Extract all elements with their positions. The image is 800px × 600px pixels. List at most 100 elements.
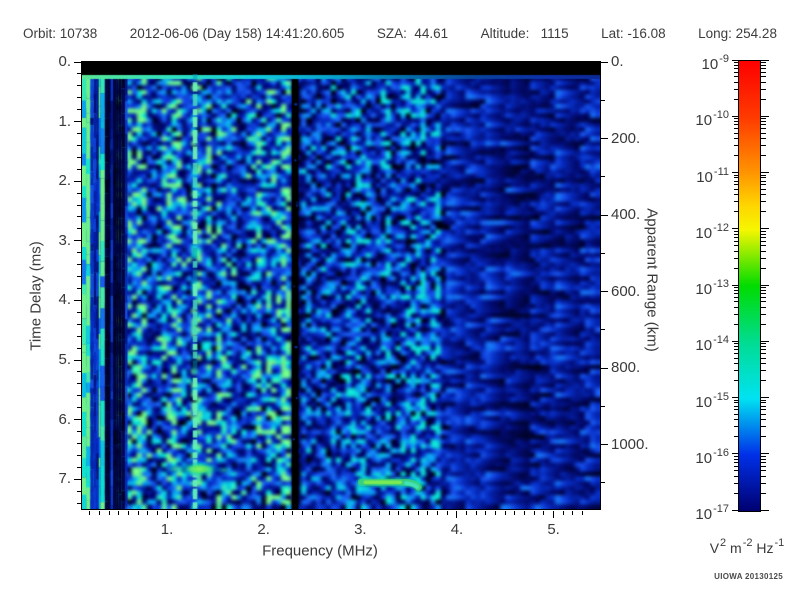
- axis-tick: [761, 340, 769, 342]
- axis-tick: [77, 97, 81, 99]
- axis-tick: [734, 230, 738, 232]
- axis-tick: [734, 118, 738, 120]
- y-axis-title-left: Time Delay (ms): [27, 241, 45, 351]
- axis-tick: [761, 172, 769, 173]
- axis-tick: [761, 240, 766, 242]
- axis-tick: [761, 194, 766, 196]
- header-info: Orbit: 10738 2012-06-06 (Day 158) 14:41:2…: [23, 26, 777, 41]
- colorbar: [738, 60, 761, 512]
- y-left-tick-label: 7.: [58, 470, 71, 488]
- axis-tick: [734, 194, 738, 196]
- axis-tick: [761, 71, 766, 73]
- axis-tick: [761, 132, 766, 134]
- axis-tick: [214, 511, 216, 515]
- axis-tick: [77, 156, 81, 158]
- axis-tick: [533, 511, 535, 515]
- axis-tick: [761, 155, 766, 157]
- y-right-tick-label: 400.: [611, 206, 641, 223]
- axis-tick: [761, 267, 766, 269]
- axis-tick: [732, 509, 738, 511]
- y-left-tick-label: 3.: [58, 231, 71, 249]
- axis-tick: [734, 409, 738, 411]
- axis-tick: [734, 482, 738, 484]
- axis-tick: [601, 444, 608, 445]
- axis-tick: [761, 296, 766, 298]
- axis-tick: [761, 184, 766, 186]
- y-axis-title-right: Apparent Range (km): [643, 208, 661, 352]
- axis-tick: [734, 349, 738, 351]
- axis-tick: [734, 426, 738, 428]
- colorbar-tick-label: 10-9: [701, 53, 729, 73]
- axis-tick: [282, 511, 284, 515]
- axis-tick: [734, 458, 738, 460]
- axis-tick: [427, 511, 429, 515]
- axis-tick: [761, 370, 766, 372]
- axis-tick: [761, 236, 766, 238]
- axis-tick: [734, 138, 738, 140]
- axis-tick: [761, 357, 766, 359]
- axis-tick: [398, 511, 400, 515]
- y-right-tick-label: 800.: [611, 359, 641, 376]
- axis-tick: [761, 419, 766, 421]
- axis-tick: [601, 138, 608, 139]
- axis-tick: [761, 492, 766, 494]
- axis-tick: [734, 353, 738, 355]
- axis-tick: [734, 346, 738, 348]
- axis-tick: [761, 115, 769, 117]
- y-right-tick-label: 1000.: [611, 435, 649, 453]
- header-segment: Orbit: 10738: [23, 26, 98, 41]
- axis-tick: [77, 347, 81, 349]
- axis-tick: [761, 397, 769, 398]
- axis-tick: [761, 250, 766, 252]
- axis-tick: [514, 511, 516, 515]
- axis-tick: [761, 228, 769, 230]
- axis-tick: [734, 343, 738, 345]
- axis-tick: [734, 240, 738, 242]
- axis-tick: [734, 180, 738, 182]
- axis-tick: [77, 454, 81, 456]
- axis-tick: [340, 511, 342, 515]
- axis-tick: [89, 511, 91, 515]
- axis-tick: [77, 395, 81, 397]
- axis-tick: [761, 138, 766, 140]
- axis-tick: [761, 323, 766, 325]
- axis-tick: [734, 128, 738, 130]
- axis-tick: [732, 397, 738, 398]
- axis-tick: [734, 455, 738, 457]
- axis-tick: [761, 201, 766, 203]
- axis-tick: [734, 380, 738, 382]
- colorbar-tick-label: 10-15: [695, 390, 729, 411]
- axis-tick: [205, 511, 207, 515]
- y-right-tick-label: 0.: [611, 53, 624, 70]
- axis-tick: [734, 174, 738, 176]
- axis-tick: [77, 133, 81, 135]
- axis-tick: [77, 144, 81, 146]
- axis-tick: [272, 511, 274, 515]
- axis-tick: [761, 118, 766, 120]
- axis-tick: [601, 99, 605, 101]
- axis-tick: [77, 192, 81, 194]
- axis-tick: [475, 511, 477, 515]
- axis-tick: [761, 306, 766, 308]
- axis-tick: [734, 492, 738, 494]
- y-right-tick-label: 600.: [611, 282, 641, 300]
- axis-tick: [77, 490, 81, 492]
- axis-tick: [761, 461, 766, 463]
- axis-tick: [734, 68, 738, 70]
- axis-tick: [734, 399, 738, 401]
- axis-tick: [485, 511, 487, 515]
- axis-tick: [74, 180, 81, 182]
- axis-tick: [253, 511, 255, 515]
- axis-tick: [562, 511, 564, 515]
- axis-tick: [77, 383, 81, 385]
- axis-tick: [732, 115, 738, 117]
- axis-tick: [321, 511, 323, 515]
- axis-tick: [761, 470, 766, 472]
- axis-tick: [734, 250, 738, 252]
- axis-tick: [185, 511, 187, 515]
- axis-tick: [732, 340, 738, 342]
- colorbar-tick-label: 10-17: [695, 503, 729, 523]
- axis-tick: [553, 511, 555, 518]
- axis-tick: [734, 81, 738, 83]
